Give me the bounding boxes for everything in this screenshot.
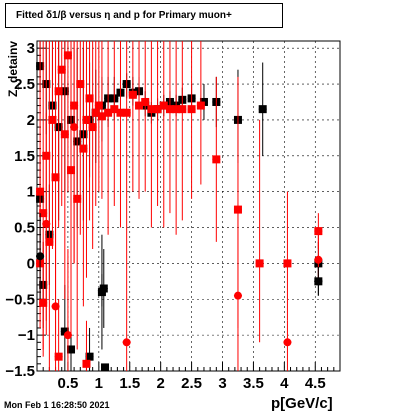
- data-point-square: [178, 105, 187, 114]
- data-point-circle: [122, 338, 131, 347]
- data-point-square: [255, 259, 264, 268]
- data-point-square: [159, 101, 168, 110]
- data-point-square: [135, 101, 144, 110]
- data-point-square: [57, 65, 66, 74]
- data-point-circle: [63, 331, 72, 340]
- data-point-square: [212, 155, 221, 164]
- data-point-square: [101, 363, 110, 372]
- data-point-square: [39, 298, 48, 307]
- y-axis-title: Z_detainv: [6, 40, 20, 98]
- data-point-circle: [42, 219, 51, 228]
- x-tick-label: 1: [95, 375, 103, 392]
- y-tick-label: 0.5: [14, 220, 35, 237]
- data-point-square: [141, 97, 150, 106]
- x-tick-label: 1.5: [119, 375, 140, 392]
- footer-timestamp: Mon Feb 1 16:28:50 2021: [4, 400, 110, 410]
- data-point-square: [104, 108, 113, 117]
- data-point-square: [110, 105, 119, 114]
- data-point-square: [73, 194, 82, 203]
- data-point-square: [76, 80, 85, 89]
- y-tick-label: 2.5: [14, 76, 35, 93]
- y-axis-title-box: Z_detainv: [2, 36, 24, 102]
- data-point-square: [82, 359, 91, 368]
- data-point-square: [97, 112, 106, 121]
- data-point-circle: [314, 255, 323, 264]
- tick-labels: 0.5 1 1.5 2 2.5 3 3.5 4 4.5 −1.5 −1 −0.5 0 0.5 1 1.5 2 2.…: [5, 40, 325, 392]
- data-point-circle: [97, 286, 106, 295]
- chart-title: Fitted δ1/β versus η and p for Primary m…: [16, 10, 232, 21]
- data-point-square: [94, 101, 103, 110]
- data-point-square: [85, 352, 94, 361]
- data-point-circle: [233, 291, 242, 300]
- data-point-square: [172, 105, 181, 114]
- x-tick-label: 2: [157, 375, 165, 392]
- data-point-circle: [51, 302, 60, 311]
- y-tick-label: 2: [27, 112, 35, 129]
- data-point-square: [67, 345, 76, 354]
- y-tick-label: −1.5: [5, 363, 35, 380]
- data-point-square: [147, 105, 156, 114]
- title-box: Fitted δ1/β versus η and p for Primary m…: [5, 3, 283, 28]
- x-tick-label: 3.5: [243, 375, 264, 392]
- data-point-square: [39, 209, 48, 218]
- y-tick-label: −1: [18, 327, 35, 344]
- data-point-square: [67, 166, 76, 175]
- data-point-square: [88, 123, 97, 132]
- x-tick-label: 4: [280, 375, 289, 392]
- data-point-square: [187, 105, 196, 114]
- x-tick-label: 3: [218, 375, 226, 392]
- data-point-square: [51, 173, 60, 182]
- data-point-square: [85, 94, 94, 103]
- y-tick-label: 0: [27, 255, 35, 272]
- data-point-square: [79, 144, 88, 153]
- data-point-circle: [36, 252, 45, 261]
- x-tick-label: 4.5: [305, 375, 326, 392]
- data-point-square: [258, 105, 267, 114]
- data-point-circle: [314, 277, 323, 286]
- data-point-circle: [70, 123, 79, 132]
- data-point-square: [116, 108, 125, 117]
- data-point-square: [45, 237, 54, 246]
- data-point-square: [48, 115, 57, 124]
- data-point-square: [54, 87, 63, 96]
- x-tick-label: 0.5: [57, 375, 78, 392]
- y-tick-label: 3: [27, 40, 35, 57]
- data-point-square: [91, 108, 100, 117]
- data-points: [36, 41, 323, 372]
- data-point-square: [165, 105, 174, 114]
- data-point-square: [196, 101, 205, 110]
- plot-frame: [36, 40, 341, 372]
- y-tick-label: 1.5: [14, 148, 35, 165]
- data-point-square: [283, 259, 292, 268]
- data-point-circle: [283, 338, 292, 347]
- data-point-square: [314, 227, 323, 236]
- data-point-square: [60, 327, 69, 336]
- data-point-square: [122, 108, 131, 117]
- data-point-square: [153, 105, 162, 114]
- data-point-square: [63, 51, 72, 60]
- data-point-square: [82, 115, 91, 124]
- data-point-square: [60, 130, 69, 139]
- x-axis-title: p[GeV/c]: [271, 395, 333, 412]
- data-point-square: [54, 352, 63, 361]
- y-tick-label: 1: [27, 184, 35, 201]
- y-tick-label: −0.5: [5, 291, 35, 308]
- data-point-square: [36, 187, 45, 196]
- data-point-square: [128, 90, 137, 99]
- x-tick-label: 2.5: [181, 375, 202, 392]
